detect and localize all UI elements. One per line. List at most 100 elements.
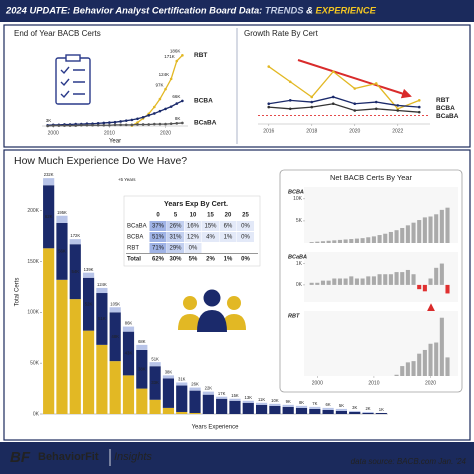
bar bbox=[417, 284, 422, 290]
series-name: BCaBA bbox=[194, 120, 217, 127]
table-cell-text: 1% bbox=[224, 257, 233, 263]
total-label: 232K bbox=[44, 172, 54, 177]
series-point bbox=[96, 122, 100, 125]
table-cell-text: 29% bbox=[169, 246, 182, 252]
bar bbox=[400, 227, 405, 243]
total-label: 13K bbox=[245, 395, 253, 400]
footer-brand: BehaviorFit bbox=[38, 451, 99, 463]
series-point bbox=[124, 123, 128, 127]
bar-segment bbox=[82, 330, 95, 414]
total-label: 31K bbox=[178, 377, 186, 382]
x-tick-label: 2022 bbox=[392, 128, 403, 134]
total-label: 86K bbox=[125, 321, 133, 326]
series-point bbox=[310, 95, 314, 99]
series-point bbox=[396, 109, 400, 112]
bar bbox=[445, 357, 450, 376]
y-tick-label: 0K bbox=[33, 411, 40, 417]
table-cell bbox=[167, 221, 184, 231]
bar bbox=[366, 276, 371, 285]
series-point bbox=[113, 123, 117, 127]
segment-label: 56K bbox=[58, 248, 66, 253]
bar-segment bbox=[362, 411, 374, 413]
series-point bbox=[353, 87, 357, 90]
bar bbox=[394, 230, 399, 243]
table-cell-text: 31% bbox=[169, 235, 182, 241]
value-label: 66K bbox=[172, 94, 180, 99]
series-point bbox=[310, 105, 314, 109]
bar bbox=[400, 366, 405, 376]
series-point bbox=[74, 124, 77, 127]
bar bbox=[320, 241, 326, 243]
bar bbox=[445, 284, 450, 294]
bar-segment bbox=[242, 400, 254, 403]
series-point bbox=[91, 123, 94, 127]
y-tick-label: 150K bbox=[27, 259, 39, 265]
x-tick-label: 2016 bbox=[263, 128, 274, 134]
table-row-label: Total bbox=[127, 257, 141, 263]
total-label: 51K bbox=[151, 356, 159, 361]
bar-segment bbox=[82, 272, 95, 278]
series-point bbox=[181, 121, 184, 125]
series-point bbox=[417, 110, 421, 114]
series-point bbox=[108, 121, 111, 124]
bar bbox=[337, 278, 342, 285]
total-label: 8K bbox=[299, 400, 304, 405]
bar-segment bbox=[162, 378, 175, 408]
bar bbox=[422, 217, 427, 243]
bar bbox=[411, 274, 416, 285]
bar-segment bbox=[122, 331, 135, 376]
table-cell-text: 62% bbox=[152, 257, 165, 263]
bar-segment bbox=[255, 404, 268, 414]
bar-segment bbox=[189, 387, 201, 391]
subplot-name: BCaBA bbox=[288, 254, 307, 260]
total-label: 2K bbox=[365, 406, 370, 411]
series-point bbox=[331, 95, 335, 99]
series-point bbox=[158, 97, 162, 101]
total-label: 105K bbox=[110, 301, 120, 306]
series-point bbox=[164, 107, 167, 111]
series-point bbox=[153, 122, 156, 126]
bar bbox=[428, 216, 433, 243]
bar bbox=[371, 276, 376, 285]
series-point bbox=[158, 122, 162, 126]
table-cell bbox=[167, 243, 184, 253]
bar bbox=[354, 278, 359, 285]
total-label: 139K bbox=[84, 267, 94, 272]
bar-segment bbox=[43, 248, 55, 414]
table-header: 15 bbox=[207, 213, 214, 219]
y-tick-label: 0K bbox=[296, 282, 303, 288]
total-label: 26K bbox=[191, 382, 199, 387]
series-point bbox=[153, 105, 156, 109]
bar bbox=[337, 239, 342, 243]
bar bbox=[315, 241, 320, 243]
table-cell-text: 15% bbox=[204, 224, 217, 230]
series-point bbox=[353, 102, 357, 106]
person-center-body bbox=[197, 310, 227, 332]
total-label: 3K bbox=[352, 405, 357, 410]
bar-segment bbox=[309, 408, 321, 414]
bar-segment bbox=[136, 344, 148, 350]
annotation: +5 Years bbox=[118, 177, 136, 182]
trend-arrow bbox=[297, 59, 412, 99]
table-header: 20 bbox=[225, 213, 232, 219]
bar-segment bbox=[335, 408, 348, 411]
footer-logo: BF bbox=[10, 449, 31, 466]
series-line bbox=[268, 103, 420, 113]
person-right-body bbox=[222, 314, 246, 330]
bar-segment bbox=[375, 412, 387, 414]
x-tick-label: 2010 bbox=[104, 130, 115, 136]
bar bbox=[377, 274, 382, 285]
total-label: 172K bbox=[70, 233, 80, 238]
series-point bbox=[164, 87, 167, 91]
table-cell-text: 51% bbox=[152, 235, 165, 241]
series-point bbox=[175, 59, 179, 63]
person-left-body bbox=[178, 314, 202, 330]
table-cell-text: 0% bbox=[241, 257, 250, 263]
bar bbox=[428, 343, 433, 376]
bar bbox=[422, 284, 427, 292]
x-tick-label: 2020 bbox=[425, 380, 436, 386]
series-name: BCaBA bbox=[436, 113, 459, 120]
y-tick-label: 100K bbox=[27, 310, 39, 316]
bar bbox=[343, 239, 348, 243]
